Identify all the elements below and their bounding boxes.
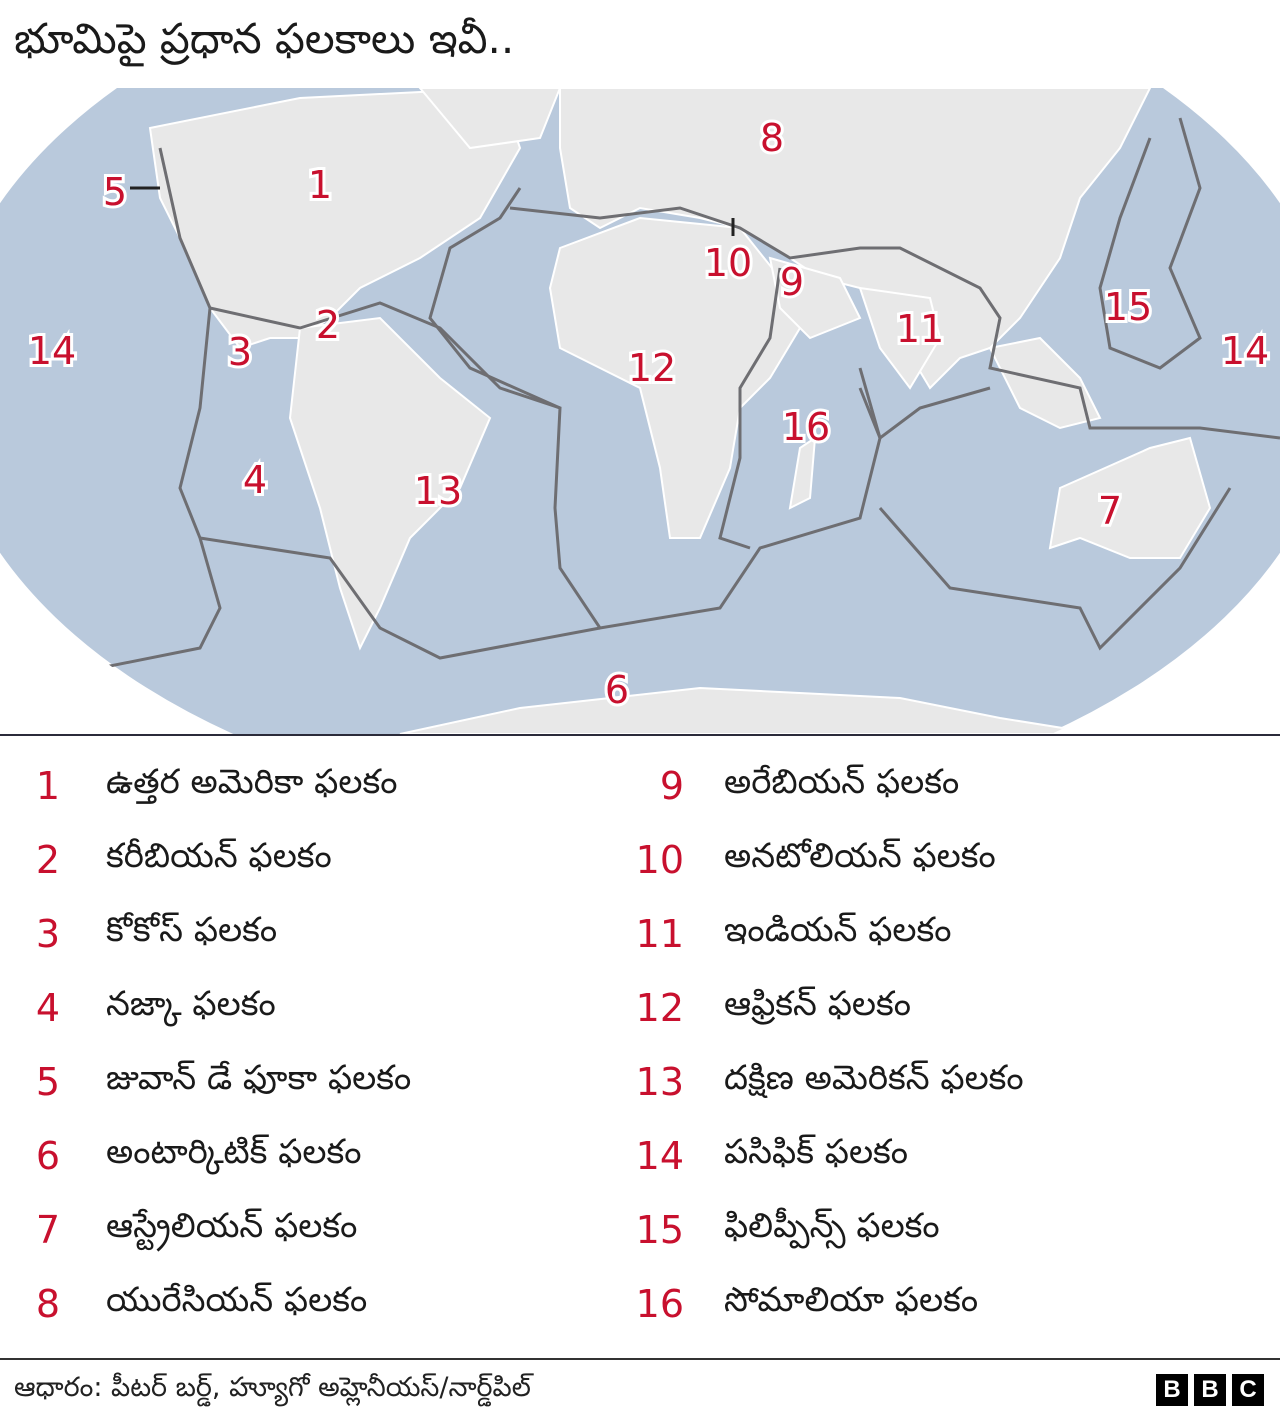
map-label-12: 12 [628,346,676,390]
legend-name: ఫిలిప్పీన్స్ ఫలకం [724,1206,940,1246]
map-label-5: 5 [103,170,127,214]
map-divider [0,734,1280,736]
legend-name: ఆఫ్రికన్ ఫలకం [724,984,911,1024]
legend-name: అరేబియన్ ఫలకం [724,762,960,802]
legend-name: ఇండియన్ ఫలకం [724,910,952,950]
land-se-asia [988,336,1102,430]
legend-number: 16 [635,1282,684,1326]
map-label-9: 9 [780,260,804,304]
legend-item: 15 ఫిలిప్పీన్స్ ఫలకం [620,1200,940,1260]
tectonic-plates-map: 1 2 3 4 5 6 7 8 9 10 11 12 13 14 14 15 1… [0,88,1280,734]
legend-name: యురేసియన్ ఫలకం [106,1280,368,1320]
map-label-6: 6 [605,668,629,712]
legend-item: 16 సోమాలియా ఫలకం [620,1274,978,1334]
legend-number: 8 [35,1282,60,1326]
legend-name: పసిఫిక్ ఫలకం [724,1132,909,1172]
plate-boundaries [0,117,1280,690]
land-arabia [768,256,862,340]
source-credit: ఆధారం: పీటర్ బర్డ్, హ్యూగో అహ్లెనీయస్/నా… [14,1372,531,1403]
legend-name: దక్షిణ అమెరికన్ ఫలకం [724,1058,1024,1098]
map-label-1: 1 [308,163,332,207]
legend-number: 7 [35,1208,60,1252]
map-label-10: 10 [704,241,752,285]
legend-name: కోకోస్ ఫలకం [106,910,278,950]
legend-item: 7 ఆస్ట్రేలియన్ ఫలకం [0,1200,358,1260]
map-label-13: 13 [414,469,462,513]
legend-item: 2 కరీబియన్ ఫలకం [0,830,332,890]
legend-item: 10 అనటోలియన్ ఫలకం [620,830,996,890]
map-label-2: 2 [316,303,340,347]
map-label-8: 8 [760,116,784,160]
legend-name: అనటోలియన్ ఫలకం [724,836,996,876]
legend-item: 4 నజ్కా ఫలకం [0,978,276,1038]
legend-number: 9 [659,764,684,808]
legend-name: ఆస్ట్రేలియన్ ఫలకం [106,1206,358,1246]
legend-name: జువాన్ డే ఫూకా ఫలకం [106,1058,412,1098]
land-greenland [417,88,562,150]
legend-item: 12 ఆఫ్రికన్ ఫలకం [620,978,911,1038]
map-label-16: 16 [782,405,830,449]
map-label-14-west: 14 [28,329,76,373]
legend-name: ఉత్తర అమెరికా ఫలకం [106,762,398,802]
map-label-7: 7 [1098,489,1122,533]
legend-number: 5 [35,1060,60,1104]
legend-name: సోమాలియా ఫలకం [724,1280,979,1320]
legend-number: 15 [635,1208,684,1252]
land-africa [548,216,802,539]
legend-item: 6 అంటార్కిటిక్ ఫలకం [0,1126,362,1186]
legend-item: 8 యురేసియన్ ఫలకం [0,1274,367,1334]
legend-name: నజ్కా ఫలకం [106,984,276,1024]
legend-item: 14 పసిఫిక్ ఫలకం [620,1126,908,1186]
legend-item: 1 ఉత్తర అమెరికా ఫలకం [0,756,398,816]
land-antarctica [399,686,1101,734]
legend-name: అంటార్కిటిక్ ఫలకం [106,1132,362,1172]
legend-number: 1 [35,764,60,808]
legend-number: 3 [35,912,60,956]
legend-number: 10 [635,838,684,882]
plate-labels: 1 2 3 4 5 6 7 8 9 10 11 12 13 14 14 15 1… [25,113,1272,715]
footer-divider [0,1358,1280,1360]
legend-name: కరీబియన్ ఫలకం [106,836,332,876]
legend-item: 11 ఇండియన్ ఫలకం [620,904,952,964]
legend-number: 11 [635,912,684,956]
page-title: భూమిపై ప్రధాన ఫలకాలు ఇవీ.. [14,14,515,63]
land-australia [1048,436,1212,559]
map-label-14-east: 14 [1221,329,1269,373]
land-madagascar [788,436,817,510]
legend-number: 2 [35,838,60,882]
legend-number: 12 [635,986,684,1030]
map-label-4: 4 [243,458,267,502]
land-south-america [288,316,492,651]
legend-item: 3 కోకోస్ ఫలకం [0,904,277,964]
legend-number: 4 [35,986,60,1030]
legend-item: 5 జువాన్ డే ఫూకా ఫలకం [0,1052,411,1112]
map-label-15: 15 [1104,285,1152,329]
map-label-11: 11 [896,307,944,351]
legend-number: 14 [635,1134,684,1178]
legend-item: 13 దక్షిణ అమెరికన్ ఫలకం [620,1052,1024,1112]
legend-number: 13 [635,1060,684,1104]
map-label-3: 3 [228,330,252,374]
land-india [858,286,942,390]
legend-item: 9 అరేబియన్ ఫలకం [620,756,959,816]
legend-number: 6 [35,1134,60,1178]
